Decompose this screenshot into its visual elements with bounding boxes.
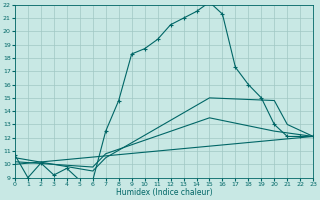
X-axis label: Humidex (Indice chaleur): Humidex (Indice chaleur) bbox=[116, 188, 212, 197]
